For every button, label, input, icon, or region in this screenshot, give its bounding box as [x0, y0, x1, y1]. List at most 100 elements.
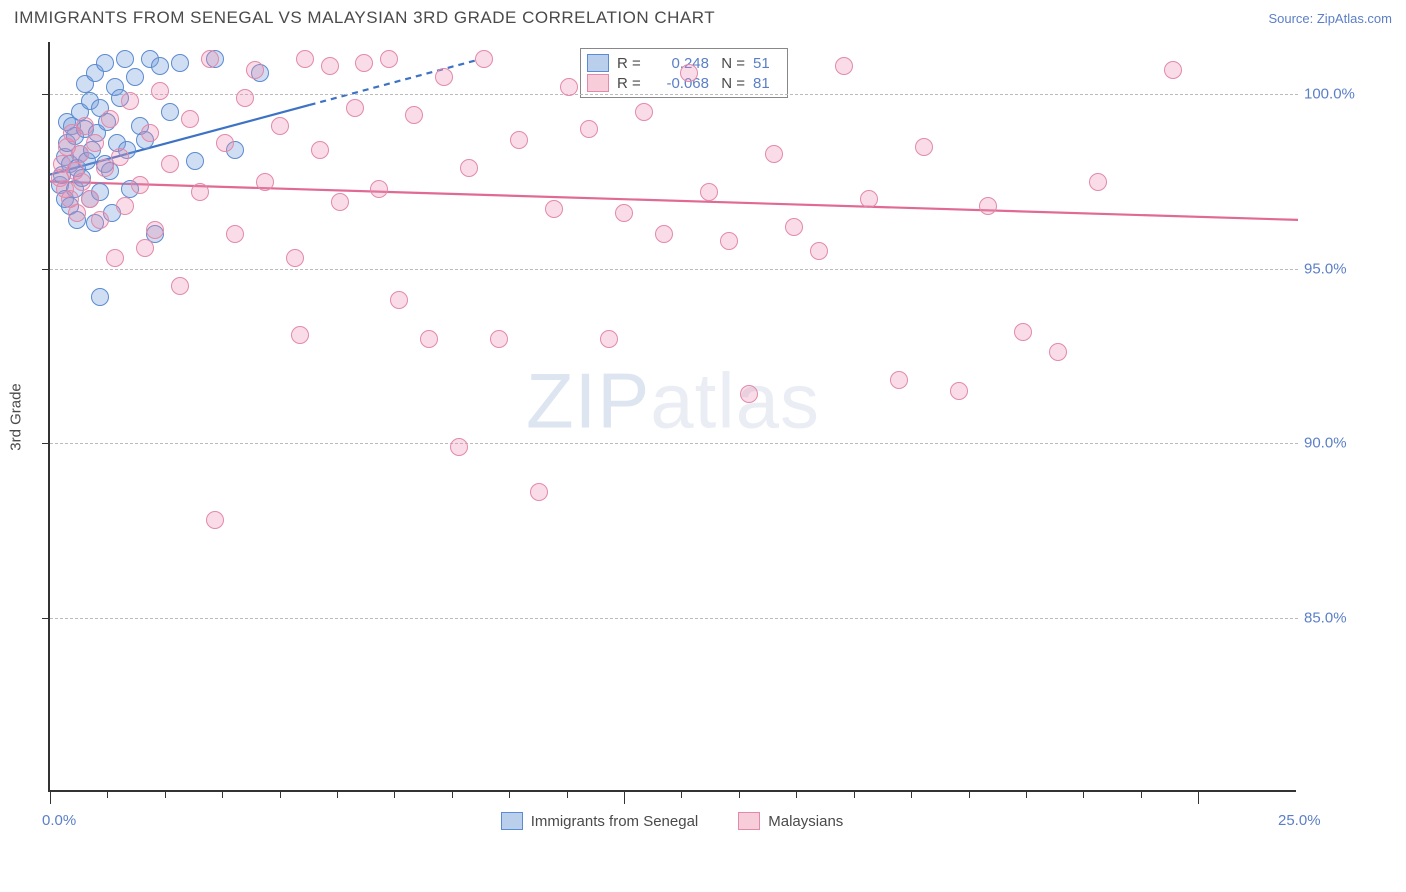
scatter-point-malaysians [475, 50, 493, 68]
scatter-point-malaysians [615, 204, 633, 222]
scatter-point-malaysians [405, 106, 423, 124]
scatter-point-malaysians [979, 197, 997, 215]
scatter-point-malaysians [420, 330, 438, 348]
x-tick-major [1198, 792, 1199, 804]
x-tick-minor [739, 792, 740, 798]
scatter-point-malaysians [680, 64, 698, 82]
scatter-point-malaysians [655, 225, 673, 243]
scatter-point-malaysians [286, 249, 304, 267]
plot-wrapper: ZIPatlas R =0.248N =51R =-0.068N =81 3rd… [48, 42, 1392, 822]
bottom-legend: Immigrants from Senegal Malaysians [48, 812, 1296, 830]
scatter-point-malaysians [191, 183, 209, 201]
bottom-legend-swatch-malaysians [738, 812, 760, 830]
scatter-point-malaysians [490, 330, 508, 348]
x-tick-major [50, 792, 51, 804]
scatter-point-malaysians [765, 145, 783, 163]
scatter-point-malaysians [296, 50, 314, 68]
gridline-h [50, 269, 1298, 270]
scatter-point-malaysians [860, 190, 878, 208]
scatter-point-malaysians [530, 483, 548, 501]
scatter-point-malaysians [545, 200, 563, 218]
bottom-legend-label-malaysians: Malaysians [768, 813, 843, 830]
legend-n-label: N = [717, 55, 745, 72]
scatter-point-malaysians [355, 54, 373, 72]
x-tick-major [624, 792, 625, 804]
scatter-point-senegal [116, 50, 134, 68]
legend-swatch-senegal [587, 54, 609, 72]
scatter-point-malaysians [1089, 173, 1107, 191]
scatter-point-malaysians [181, 110, 199, 128]
bottom-legend-swatch-senegal [501, 812, 523, 830]
scatter-point-malaysians [740, 385, 758, 403]
x-tick-minor [394, 792, 395, 798]
scatter-point-malaysians [206, 511, 224, 529]
scatter-point-malaysians [256, 173, 274, 191]
chart-title: IMMIGRANTS FROM SENEGAL VS MALAYSIAN 3RD… [14, 8, 715, 28]
gridline-h [50, 443, 1298, 444]
x-tick-minor [280, 792, 281, 798]
scatter-point-malaysians [700, 183, 718, 201]
scatter-point-malaysians [785, 218, 803, 236]
plot-area: ZIPatlas R =0.248N =51R =-0.068N =81 [48, 42, 1296, 792]
legend-r-label: R = [617, 55, 645, 72]
scatter-point-malaysians [635, 103, 653, 121]
scatter-point-malaysians [91, 211, 109, 229]
bottom-legend-item-senegal: Immigrants from Senegal [501, 812, 699, 830]
y-tick-mark [42, 443, 50, 444]
scatter-point-malaysians [86, 134, 104, 152]
scatter-point-malaysians [380, 50, 398, 68]
scatter-point-malaysians [136, 239, 154, 257]
legend-n-value-senegal: 51 [753, 55, 777, 72]
scatter-point-malaysians [560, 78, 578, 96]
scatter-point-malaysians [810, 242, 828, 260]
x-tick-minor [969, 792, 970, 798]
scatter-point-senegal [186, 152, 204, 170]
scatter-point-malaysians [890, 371, 908, 389]
scatter-point-senegal [126, 68, 144, 86]
scatter-point-senegal [151, 57, 169, 75]
bottom-legend-label-senegal: Immigrants from Senegal [531, 813, 699, 830]
scatter-point-malaysians [216, 134, 234, 152]
source-attribution: Source: ZipAtlas.com [1268, 11, 1392, 26]
x-tick-minor [911, 792, 912, 798]
legend-swatch-malaysians [587, 74, 609, 92]
scatter-point-malaysians [141, 124, 159, 142]
scatter-point-senegal [91, 288, 109, 306]
scatter-point-malaysians [311, 141, 329, 159]
scatter-point-malaysians [291, 326, 309, 344]
scatter-point-malaysians [151, 82, 169, 100]
scatter-point-malaysians [915, 138, 933, 156]
scatter-point-malaysians [111, 148, 129, 166]
source-prefix: Source: [1268, 11, 1316, 26]
x-tick-minor [337, 792, 338, 798]
scatter-point-malaysians [246, 61, 264, 79]
scatter-point-malaysians [510, 131, 528, 149]
scatter-point-malaysians [236, 89, 254, 107]
x-tick-minor [222, 792, 223, 798]
scatter-point-malaysians [1049, 343, 1067, 361]
x-tick-minor [567, 792, 568, 798]
y-tick-mark [42, 94, 50, 95]
scatter-point-malaysians [370, 180, 388, 198]
y-tick-label: 90.0% [1304, 435, 1347, 452]
scatter-point-malaysians [346, 99, 364, 117]
x-tick-minor [1026, 792, 1027, 798]
scatter-point-malaysians [450, 438, 468, 456]
x-tick-minor [107, 792, 108, 798]
x-tick-minor [1141, 792, 1142, 798]
scatter-point-malaysians [106, 249, 124, 267]
scatter-point-malaysians [146, 221, 164, 239]
legend-n-label: N = [717, 75, 745, 92]
x-tick-minor [1083, 792, 1084, 798]
scatter-point-malaysians [116, 197, 134, 215]
scatter-point-malaysians [1164, 61, 1182, 79]
scatter-point-malaysians [580, 120, 598, 138]
scatter-point-malaysians [161, 155, 179, 173]
scatter-point-malaysians [121, 92, 139, 110]
y-tick-label: 95.0% [1304, 260, 1347, 277]
scatter-point-malaysians [226, 225, 244, 243]
scatter-point-malaysians [171, 277, 189, 295]
gridline-h [50, 618, 1298, 619]
scatter-point-senegal [96, 54, 114, 72]
scatter-point-malaysians [1014, 323, 1032, 341]
